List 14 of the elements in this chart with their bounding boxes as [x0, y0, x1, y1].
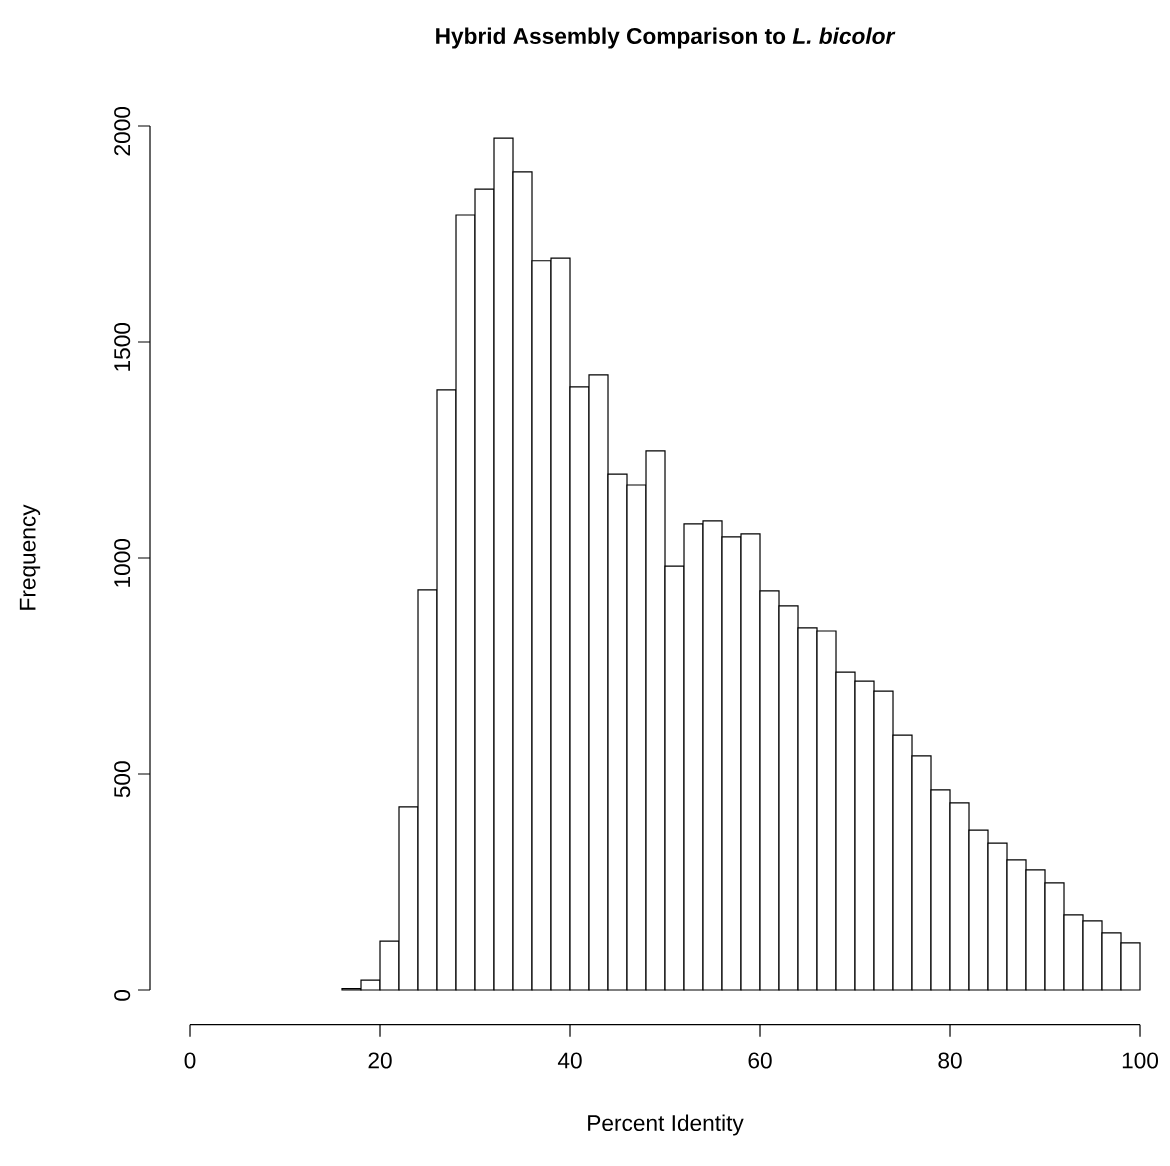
y-axis-title: Frequency — [19, 504, 41, 610]
y-tick-label: 1500 — [114, 322, 131, 371]
y-tick-label: 0 — [114, 989, 131, 1001]
x-tick-label: 80 — [938, 1052, 962, 1069]
x-tick-label: 0 — [184, 1052, 196, 1069]
chart-title: Hybrid Assembly Comparison to L. bicolor — [436, 27, 896, 49]
x-tick-label: 40 — [557, 1052, 582, 1069]
y-tick-label: 500 — [114, 761, 131, 798]
y-tick-label: 1000 — [114, 538, 131, 587]
x-axis-title: Percent Identity — [588, 1114, 744, 1136]
x-tick-label: 100 — [1122, 1052, 1159, 1069]
y-tick-label: 2000 — [114, 106, 131, 156]
x-tick-label: 20 — [368, 1052, 392, 1069]
x-tick-label: 60 — [748, 1052, 772, 1069]
